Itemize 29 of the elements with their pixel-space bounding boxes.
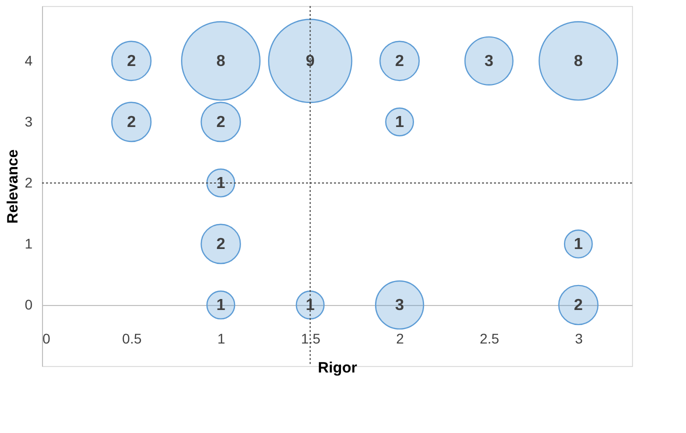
x-tick-label: 3 bbox=[574, 330, 583, 346]
y-tick-label: 1 bbox=[24, 235, 33, 252]
x-tick-label: 0.5 bbox=[122, 330, 142, 346]
annotation: 2 bbox=[126, 52, 136, 70]
annotation: 2 bbox=[126, 114, 136, 131]
annotation: 2 bbox=[216, 236, 226, 253]
annotation: 3 bbox=[484, 52, 494, 70]
annotation: 2 bbox=[395, 52, 404, 70]
annotation: 3 bbox=[395, 296, 404, 314]
y-tick-label: 4 bbox=[24, 52, 33, 68]
annotation: 8 bbox=[574, 52, 583, 70]
annotation: 1 bbox=[574, 236, 583, 253]
y-axis-title: Relevance bbox=[4, 149, 22, 224]
x-tick-label: 1.5 bbox=[300, 330, 321, 346]
y-tick-label: 0 bbox=[24, 296, 33, 312]
x-tick-label: 2.5 bbox=[480, 330, 500, 346]
annotation: 9 bbox=[306, 52, 315, 70]
annotation: 2 bbox=[574, 296, 583, 314]
annotation: 8 bbox=[216, 52, 226, 70]
annotation: 1 bbox=[216, 174, 226, 192]
x-tick-label: 1 bbox=[217, 330, 226, 346]
x-tick-label: 0 bbox=[42, 330, 50, 346]
annotation: 1 bbox=[216, 296, 226, 314]
annotation: 2 bbox=[216, 114, 226, 131]
y-tick-label: 3 bbox=[24, 113, 33, 130]
x-tick-label: 2 bbox=[396, 330, 404, 346]
x-axis-title: Rigor bbox=[318, 359, 358, 376]
y-tick-label: 2 bbox=[24, 174, 33, 190]
annotation: 1 bbox=[395, 114, 404, 131]
